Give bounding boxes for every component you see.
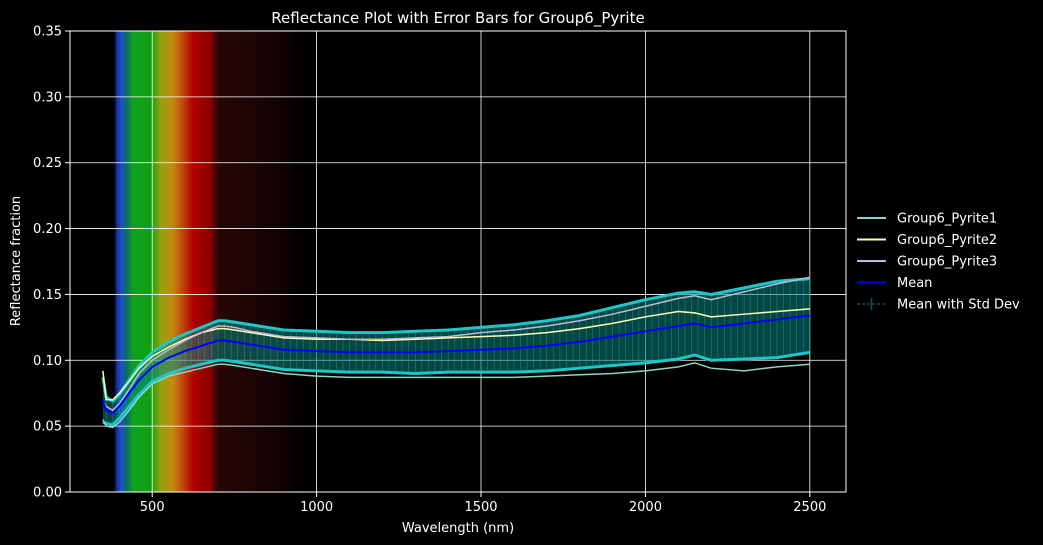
- y-tick-label: 0.05: [33, 420, 62, 435]
- y-tick-label: 0.25: [33, 156, 62, 171]
- visible-spectrum-band: [112, 31, 301, 492]
- series-line-group6-pyrite1: [102, 362, 810, 429]
- y-axis-label: Reflectance fraction: [9, 196, 24, 326]
- plot-frame: [69, 30, 847, 493]
- x-tick-label: 2000: [629, 500, 662, 515]
- y-axis-ticks: 0.00 0.05 0.10 0.15 0.20 0.25 0.30 0.35: [33, 25, 70, 501]
- y-tick-label: 0.35: [33, 25, 62, 40]
- series-lines: [101, 276, 810, 429]
- legend-label: Group6_Pyrite1: [897, 212, 997, 227]
- y-tick-label: 0.30: [33, 90, 62, 105]
- legend-label: Group6_Pyrite3: [897, 255, 997, 270]
- series-line-group6-pyrite3: [102, 276, 810, 412]
- x-tick-label: 1000: [300, 500, 333, 515]
- legend-label: Mean: [897, 276, 932, 291]
- x-tick-label: 500: [140, 500, 165, 515]
- std-dev-lower-edge: [102, 350, 811, 427]
- legend-label: Mean with Std Dev: [897, 298, 1020, 313]
- chart-title: Reflectance Plot with Error Bars for Gro…: [271, 9, 644, 28]
- x-axis-label: Wavelength (nm): [402, 521, 514, 536]
- std-dev-upper-edge: [101, 277, 810, 404]
- spectrum-gradient: [112, 31, 301, 492]
- series-line-mean: [101, 314, 810, 415]
- x-tick-label: 1500: [464, 500, 497, 515]
- legend-label: Group6_Pyrite2: [897, 233, 997, 248]
- x-tick-label: 2500: [793, 500, 826, 515]
- y-tick-label: 0.20: [33, 222, 62, 237]
- x-axis-ticks: 500 1000 1500 2000 2500: [140, 492, 826, 515]
- y-tick-label: 0.00: [33, 486, 62, 501]
- y-tick-label: 0.10: [33, 354, 62, 369]
- legend: Group6_Pyrite1 Group6_Pyrite2 Group6_Pyrit…: [857, 212, 1020, 313]
- y-tick-label: 0.15: [33, 288, 62, 303]
